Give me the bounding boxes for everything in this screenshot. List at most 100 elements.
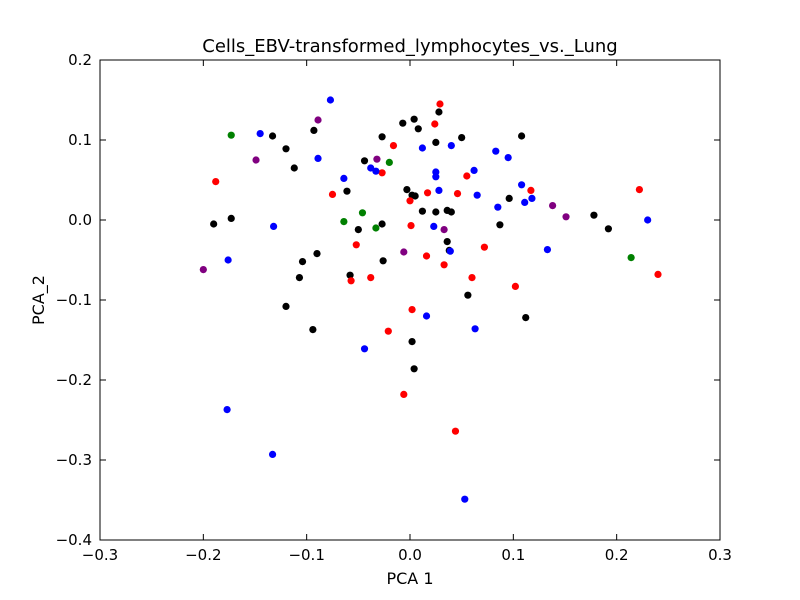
scatter-point <box>496 221 504 229</box>
scatter-point <box>372 167 380 175</box>
scatter-point <box>527 186 535 194</box>
scatter-point <box>432 138 440 146</box>
scatter-point <box>378 133 386 141</box>
x-tick-label: 0.3 <box>708 546 732 564</box>
scatter-point <box>468 274 476 282</box>
scatter-point <box>282 302 290 310</box>
scatter-point <box>562 213 570 221</box>
scatter-point <box>343 187 351 195</box>
scatter-point <box>432 208 440 216</box>
x-tick-label: −0.2 <box>185 546 221 564</box>
plot-area <box>100 60 720 540</box>
scatter-point <box>282 145 290 153</box>
scatter-point <box>199 266 207 274</box>
x-axis-label: PCA 1 <box>386 569 433 588</box>
scatter-point <box>451 427 460 435</box>
scatter-point <box>309 326 317 334</box>
scatter-point <box>453 190 462 198</box>
scatter-point <box>654 270 662 278</box>
scatter-point <box>360 345 369 353</box>
y-tick-label: −0.2 <box>56 371 92 389</box>
scatter-point <box>379 257 387 265</box>
scatter-point <box>549 202 557 210</box>
scatter-point <box>410 365 418 373</box>
y-tick-label: 0.1 <box>68 131 92 149</box>
scatter-point <box>464 291 472 299</box>
scatter-point <box>227 214 235 222</box>
scatter-point <box>372 224 380 232</box>
scatter-point <box>406 197 414 205</box>
scatter-point <box>210 220 218 228</box>
scatter-point <box>505 194 513 202</box>
scatter-point <box>298 258 307 266</box>
scatter-point <box>367 164 375 172</box>
scatter-point <box>378 169 386 177</box>
scatter-point <box>358 209 367 217</box>
scatter-point <box>423 189 432 197</box>
scatter-point <box>443 238 451 246</box>
y-tick-label: −0.1 <box>56 291 92 309</box>
scatter-point <box>504 154 512 162</box>
scatter-point <box>492 147 500 155</box>
scatter-point <box>430 222 438 230</box>
scatter-point <box>470 166 478 174</box>
scatter-point <box>411 192 419 200</box>
scatter-point <box>461 495 469 503</box>
scatter-point <box>435 108 443 116</box>
scatter-point <box>418 207 426 215</box>
scatter-point <box>347 277 355 285</box>
scatter-point <box>604 225 613 233</box>
scatter-point <box>590 211 598 219</box>
scatter-point <box>410 115 418 123</box>
scatter-point <box>389 142 398 150</box>
scatter-point <box>328 190 337 198</box>
x-tick-label: 0.2 <box>605 546 629 564</box>
scatter-point <box>400 248 408 256</box>
scatter-point <box>290 164 298 172</box>
scatter-point <box>326 96 335 104</box>
scatter-point <box>494 203 502 211</box>
scatter-point <box>399 119 407 127</box>
scatter-point <box>268 450 277 458</box>
scatter-point <box>408 338 416 346</box>
scatter-point <box>422 312 431 320</box>
scatter-point <box>373 155 381 163</box>
scatter-point <box>414 125 422 133</box>
scatter-point <box>367 274 375 282</box>
scatter-point <box>378 220 386 228</box>
scatter-point <box>418 144 426 152</box>
scatter-point <box>522 314 530 322</box>
scatter-point <box>521 198 529 206</box>
scatter-point <box>270 222 278 230</box>
scatter-point <box>644 216 652 224</box>
scatter-point <box>400 390 408 398</box>
scatter-point <box>295 274 304 282</box>
scatter-point <box>627 254 635 262</box>
scatter-point <box>432 173 440 181</box>
scatter-point <box>518 181 526 189</box>
scatter-point <box>518 132 526 140</box>
scatter-point <box>310 126 318 134</box>
scatter-point <box>224 256 232 264</box>
scatter-point <box>227 131 235 139</box>
x-tick-label: −0.1 <box>288 546 324 564</box>
x-axis-ticks: −0.3 −0.2 −0.1 0.0 0.1 0.2 0.3 <box>82 60 732 564</box>
scatter-point <box>447 142 455 150</box>
scatter-point <box>314 154 322 162</box>
scatter-point <box>422 252 431 260</box>
scatter-point <box>480 243 488 251</box>
scatter-point <box>431 120 439 128</box>
scatter-point <box>408 306 416 314</box>
scatter-point <box>384 327 392 335</box>
scatter-point <box>458 134 466 142</box>
x-tick-label: 0.0 <box>398 546 422 564</box>
scatter-point <box>352 241 360 249</box>
scatter-point <box>436 100 444 108</box>
y-tick-label: −0.3 <box>56 451 92 469</box>
scatter-point <box>440 261 448 269</box>
scatter-point <box>407 222 415 230</box>
scatter-point <box>314 116 322 124</box>
scatter-point <box>354 226 362 234</box>
scatter-point <box>360 157 369 165</box>
